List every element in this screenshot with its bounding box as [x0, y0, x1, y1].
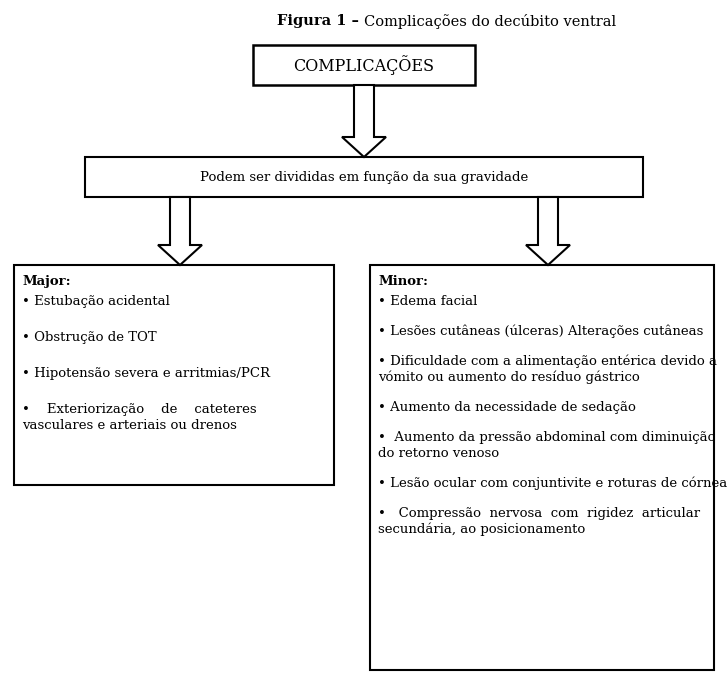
Text: Minor:: Minor:	[378, 275, 428, 288]
Text: •    Exteriorização    de    cateteres: • Exteriorização de cateteres	[22, 403, 257, 416]
Polygon shape	[342, 85, 386, 157]
Text: • Lesões cutâneas (úlceras) Alterações cutâneas: • Lesões cutâneas (úlceras) Alterações c…	[378, 325, 704, 339]
Text: vómito ou aumento do resíduo gástrico: vómito ou aumento do resíduo gástrico	[378, 371, 640, 385]
Text: Podem ser divididas em função da sua gravidade: Podem ser divididas em função da sua gra…	[200, 171, 528, 183]
Bar	[85, 157, 643, 197]
Text: •  Aumento da pressão abdominal com diminuição: • Aumento da pressão abdominal com dimin…	[378, 431, 715, 444]
Text: •   Compressão  nervosa  com  rigidez  articular: • Compressão nervosa com rigidez articul…	[378, 507, 700, 520]
Polygon shape	[526, 197, 570, 265]
Text: • Hipotensão severa e arritmias/PCR: • Hipotensão severa e arritmias/PCR	[22, 367, 270, 380]
Text: • Lesão ocular com conjuntivite e roturas de córnea: • Lesão ocular com conjuntivite e rotura…	[378, 477, 727, 491]
Text: • Estubação acidental: • Estubação acidental	[22, 295, 170, 308]
Bar	[14, 265, 334, 485]
Text: • Obstrução de TOT: • Obstrução de TOT	[22, 331, 156, 344]
Bar	[253, 45, 475, 85]
Text: Major:: Major:	[22, 275, 71, 288]
Text: • Aumento da necessidade de sedação: • Aumento da necessidade de sedação	[378, 401, 636, 414]
Text: vasculares e arteriais ou drenos: vasculares e arteriais ou drenos	[22, 419, 237, 432]
Bar	[370, 265, 714, 670]
Text: • Dificuldade com a alimentação entérica devido a: • Dificuldade com a alimentação entérica…	[378, 355, 717, 369]
Text: secundária, ao posicionamento: secundária, ao posicionamento	[378, 523, 585, 537]
Text: Figura 1 –: Figura 1 –	[277, 14, 364, 28]
Text: COMPLICAÇÕES: COMPLICAÇÕES	[294, 55, 435, 75]
Text: Complicações do decúbito ventral: Complicações do decúbito ventral	[364, 14, 616, 29]
Text: • Edema facial: • Edema facial	[378, 295, 478, 308]
Text: do retorno venoso: do retorno venoso	[378, 447, 499, 460]
Polygon shape	[158, 197, 202, 265]
